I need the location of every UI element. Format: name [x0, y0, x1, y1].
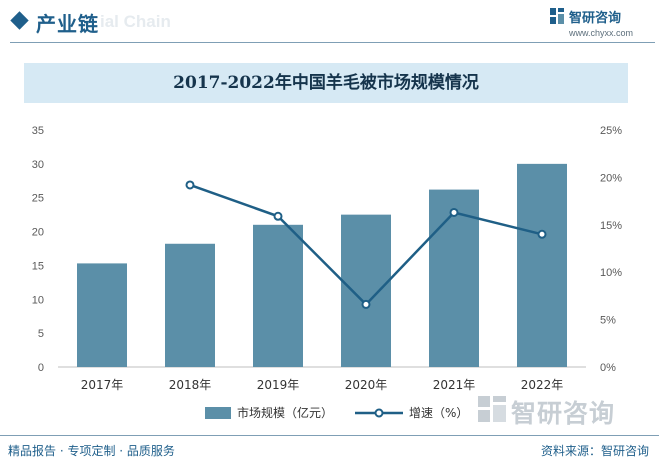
- x-tick-label: 2019年: [257, 378, 300, 392]
- watermark-logo-icon: [478, 396, 506, 422]
- y-right-tick-label: 0%: [600, 362, 616, 374]
- growth-point: [537, 229, 547, 239]
- growth-point: [449, 207, 459, 217]
- watermark-text: 智研咨询: [511, 399, 616, 428]
- brand-url: www.chyxx.com: [569, 28, 634, 38]
- y-left-tick-label: 0: [38, 362, 44, 374]
- y-left-tick-label: 10: [32, 294, 44, 306]
- x-tick-label: 2017年: [81, 378, 124, 392]
- page-title: 产业链: [36, 12, 99, 36]
- bar-2021年: [429, 189, 479, 367]
- brand: 智研咨询 www.chyxx.com: [549, 7, 645, 41]
- growth-point: [361, 299, 371, 309]
- chart-title: 2017-2022年中国羊毛被市场规模情况: [173, 73, 479, 93]
- zhiyan-logo-icon: [550, 8, 564, 24]
- legend-line-label: 增速（%）: [409, 406, 468, 420]
- bar-2019年: [253, 224, 303, 367]
- bar-2018年: [165, 243, 215, 367]
- y-right-tick-label: 5%: [600, 315, 616, 327]
- x-tick-label: 2022年: [521, 378, 564, 392]
- y-right-tick-label: 15%: [600, 220, 622, 232]
- growth-point: [185, 180, 195, 190]
- y-right-tick-label: 20%: [600, 172, 622, 184]
- x-tick-label: 2020年: [345, 378, 388, 392]
- y-right-tick-label: 25%: [600, 125, 622, 137]
- legend-line-marker: [374, 408, 384, 418]
- header-divider: [10, 42, 655, 43]
- legend-bar-label: 市场规模（亿元）: [237, 405, 333, 420]
- footer-divider: [0, 435, 659, 436]
- y-left-tick-label: 5: [38, 328, 44, 340]
- growth-point: [273, 211, 283, 221]
- y-left-tick-label: 15: [32, 260, 44, 272]
- x-tick-label: 2021年: [433, 378, 476, 392]
- bar-2017年: [77, 263, 127, 367]
- brand-name: 智研咨询: [569, 11, 622, 26]
- y-right-tick-label: 10%: [600, 267, 622, 279]
- bar-2022年: [517, 163, 567, 367]
- bar-2020年: [341, 214, 391, 367]
- chart-title-band: 2017-2022年中国羊毛被市场规模情况: [24, 63, 628, 103]
- y-left-tick-label: 20: [32, 227, 44, 239]
- watermark: 智研咨询: [477, 393, 647, 428]
- header-ghost-text: ial Chain: [100, 12, 171, 31]
- y-left-tick-label: 35: [32, 125, 44, 137]
- header: 产业链 ial Chain 智研咨询 www.chyxx.com: [0, 0, 659, 46]
- footer-source: 资料来源：智研咨询: [540, 444, 649, 458]
- legend-bar-swatch: [205, 407, 231, 419]
- y-left-tick-label: 25: [32, 193, 44, 205]
- y-left-tick-label: 30: [32, 159, 44, 171]
- x-tick-label: 2018年: [169, 378, 212, 392]
- footer-slogan: 精品报告 · 专项定制 · 品质服务: [8, 444, 175, 458]
